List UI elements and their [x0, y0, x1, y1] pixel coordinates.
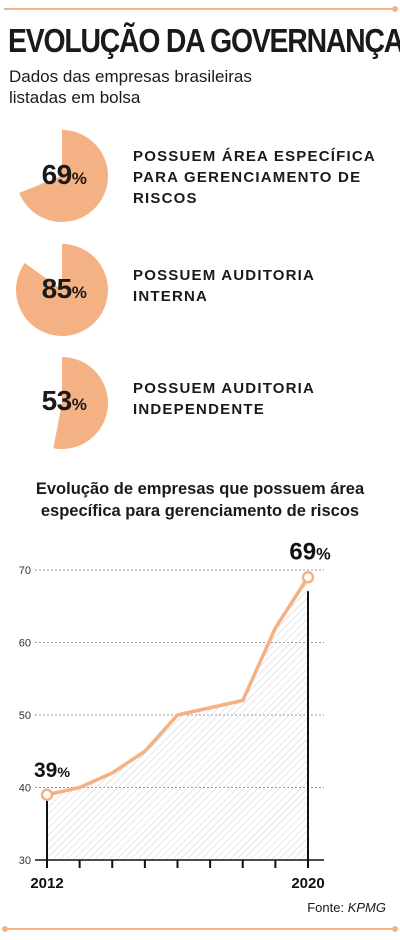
y-tick-label-50: 50: [19, 710, 31, 722]
x-tick-label-first: 2012: [30, 875, 63, 892]
pie-slice-internal-audit: [16, 244, 109, 336]
stat-label-internal-audit: POSSUEM AUDITORIA INTERNA: [133, 267, 315, 305]
data-label-last: 69%: [289, 538, 331, 565]
y-tick-label-70: 70: [19, 565, 31, 577]
stat-value-independent-audit: 53%: [41, 385, 87, 416]
y-tick-label-60: 60: [19, 638, 31, 650]
stat-label-risk-area: POSSUEM ÁREA ESPECÍFICA PARA GERENCIAMEN…: [133, 148, 376, 207]
stat-value-risk-area: 69%: [41, 159, 87, 190]
x-tick-label-last: 2020: [291, 875, 324, 892]
pie-chart-independent-audit: [53, 357, 108, 449]
page-title: EVOLUÇÃO DA GOVERNANÇA: [8, 22, 400, 59]
data-point-2012: [40, 788, 54, 801]
y-tick-label-30: 30: [19, 855, 31, 867]
stat-label-independent-audit: POSSUEM AUDITORIA INDEPENDENTE: [133, 380, 315, 418]
bottom-rule: [2, 926, 398, 932]
y-tick-label-40: 40: [19, 783, 31, 795]
source-credit: Fonte: KPMG: [307, 900, 386, 915]
area-fill: [47, 577, 308, 860]
pie-chart-risk-area: [19, 130, 109, 222]
series-line: [46, 576, 310, 797]
line-chart: 30 40 50 60 70 2012 2020 39% 69%: [19, 538, 331, 892]
stat-independent-audit: 53% POSSUEM AUDITORIA INDEPENDENTE: [0, 353, 400, 463]
chart-title: Evolução de empresas que possuem área es…: [35, 480, 365, 520]
data-label-first: 39%: [34, 759, 70, 782]
stat-value-internal-audit: 85%: [41, 273, 87, 304]
pie-slice-independent-audit: [53, 357, 108, 449]
data-point-2020: [301, 571, 315, 584]
stat-internal-audit: 85% POSSUEM AUDITORIA INTERNA: [0, 240, 400, 350]
stat-risk-area: 69% POSSUEM ÁREA ESPECÍFICA PARA GERENCI…: [0, 126, 400, 236]
pie-chart-internal-audit: [16, 244, 109, 336]
top-rule: [4, 6, 398, 12]
pie-slice-risk-area: [19, 130, 109, 222]
page-subtitle: Dados das empresas brasileiras listadas …: [9, 67, 252, 107]
